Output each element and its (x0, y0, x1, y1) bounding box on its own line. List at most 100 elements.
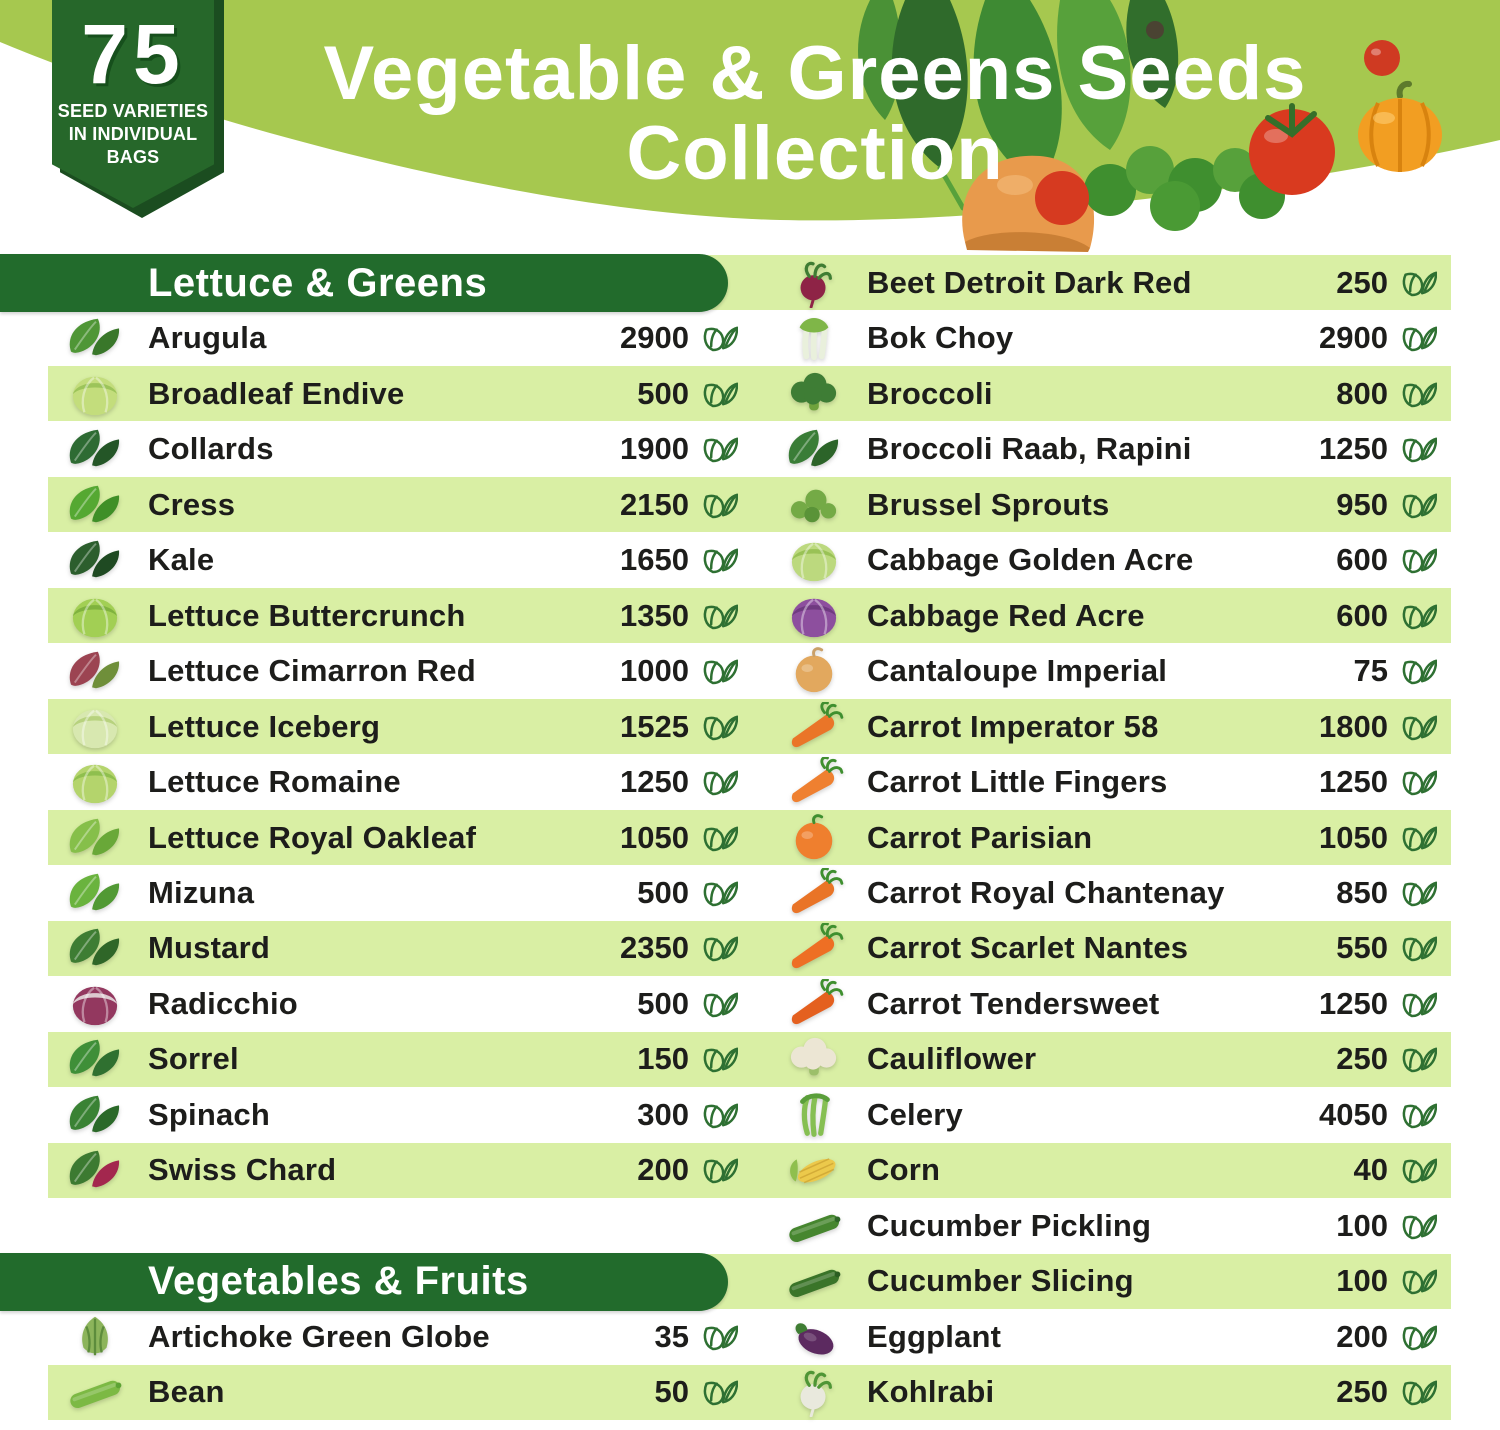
seed-count-icon (701, 931, 738, 965)
list-item: Celery 4050 (765, 1087, 1451, 1142)
seed-count-icon (701, 654, 738, 688)
list-item: Cantaloupe Imperial 75 (765, 643, 1451, 698)
item-name: Radicchio (148, 985, 298, 1021)
item-name: Carrot Imperator 58 (867, 708, 1159, 744)
list-item: Lettuce Cimarron Red 1000 (0, 643, 746, 698)
item-count: 1350 (620, 597, 689, 633)
table-row: Lettuce Iceberg 1525 Carrot Imperator 58 18… (0, 698, 1500, 755)
item-count: 2350 (620, 930, 689, 966)
table-row: Kale 1650 Cabbage Golden Acre 600 (0, 532, 1500, 587)
badge-caption: SEED VARIETIES IN INDIVIDUAL BAGS (58, 100, 209, 169)
item-count: 1800 (1319, 708, 1388, 744)
item-name: Artichoke Green Globe (148, 1318, 490, 1354)
item-count: 1050 (620, 819, 689, 855)
seed-count-icon (701, 543, 738, 577)
rows-layer: Lettuce & Greens Beet Detroit Dark Red 250… (0, 254, 1500, 1425)
seed-count-icon (1400, 599, 1437, 633)
item-count: 250 (1336, 264, 1388, 300)
item-count: 75 (1353, 653, 1388, 689)
seed-count-icon (701, 1320, 738, 1354)
page-title-line1: Vegetable & Greens Seeds (323, 31, 1307, 116)
item-name: Mustard (148, 930, 270, 966)
seed-count-icon (1400, 543, 1437, 577)
item-count: 1050 (1319, 819, 1388, 855)
list-item: Brussel Sprouts 950 (765, 477, 1451, 532)
table-row: Lettuce Royal Oakleaf 1050 Carrot Parisian… (0, 809, 1500, 866)
item-name: Cress (148, 486, 236, 522)
list-item: Cauliflower 250 (765, 1032, 1451, 1087)
list-item: Arugula 2900 (0, 310, 746, 365)
table-row: Sorrel 150 Cauliflower 250 (0, 1031, 1500, 1088)
list-item: Kohlrabi 250 (765, 1365, 1451, 1420)
broccoli-icon (775, 369, 853, 419)
list-item: Mustard 2350 (0, 921, 746, 976)
seed-count-icon (1400, 1153, 1437, 1187)
item-count: 100 (1336, 1263, 1388, 1299)
mustard-icon (56, 923, 134, 973)
bok-choy-icon (775, 313, 853, 363)
table-row: Radicchio 500 Carrot Tendersweet 1250 (0, 976, 1500, 1031)
page-title-line2: Collection (626, 111, 1004, 196)
item-count: 1250 (620, 764, 689, 800)
tomato-decor-icon (1035, 103, 1335, 225)
seed-count-icon (1400, 432, 1437, 466)
carrot-icon (775, 868, 853, 918)
item-count: 1250 (1319, 985, 1388, 1021)
broadleaf-endive-icon (56, 369, 134, 419)
list-item: Collards 1900 (0, 421, 746, 476)
seed-count-icon (701, 1375, 738, 1409)
seed-count-icon (1400, 1320, 1437, 1354)
row-stripe (48, 587, 1451, 644)
row-stripe (48, 1142, 1451, 1199)
section-header-bar: Lettuce & Greens (0, 254, 728, 312)
item-name: Lettuce Buttercrunch (148, 597, 466, 633)
list-item: Beet Detroit Dark Red 250 (765, 255, 1451, 310)
item-name: Carrot Scarlet Nantes (867, 930, 1189, 966)
table-row: Vegetables & Fruits Cucumber Slicing 100 (0, 1252, 1500, 1311)
item-name: Broadleaf Endive (148, 375, 405, 411)
seed-count-icon (701, 987, 738, 1021)
seed-count-icon (701, 321, 738, 355)
table-row: Cucumber Pickling 100 (0, 1198, 1500, 1253)
row-stripe (48, 809, 1451, 866)
item-name: Broccoli Raab, Rapini (867, 431, 1192, 467)
list-item: Carrot Tendersweet 1250 (765, 976, 1451, 1031)
list-item: Swiss Chard 200 (0, 1143, 746, 1198)
list-item: Artichoke Green Globe 35 (0, 1309, 746, 1364)
item-count: 1250 (1319, 431, 1388, 467)
cabbage-golden-acre-icon (775, 535, 853, 585)
row-stripe (48, 698, 1451, 755)
item-name: Carrot Tendersweet (867, 985, 1160, 1021)
item-count: 2900 (620, 320, 689, 356)
item-name: Carrot Little Fingers (867, 764, 1168, 800)
list-item: Carrot Royal Chantenay 850 (765, 865, 1451, 920)
item-name: Beet Detroit Dark Red (867, 264, 1192, 300)
artichoke-icon (56, 1312, 134, 1362)
item-name: Celery (867, 1096, 963, 1132)
mizuna-icon (56, 868, 134, 918)
item-name: Carrot Royal Chantenay (867, 875, 1225, 910)
item-count: 250 (1336, 1041, 1388, 1077)
table-row: Bean 50 Kohlrabi 250 (0, 1364, 1500, 1421)
arugula-icon (56, 313, 134, 363)
lettuce-cimarron-red-icon (56, 646, 134, 696)
item-name: Brussel Sprouts (867, 486, 1110, 522)
seed-count-icon (1400, 1098, 1437, 1132)
item-name: Swiss Chard (148, 1152, 337, 1188)
list-item: Cucumber Pickling 100 (765, 1198, 1451, 1253)
list-item: Carrot Imperator 58 1800 (765, 699, 1451, 754)
item-count: 300 (637, 1096, 689, 1132)
seed-varieties-badge: 75 SEED VARIETIES IN INDIVIDUAL BAGS (52, 0, 214, 208)
seed-count-icon (1400, 765, 1437, 799)
item-count: 150 (637, 1041, 689, 1077)
list-item: Bok Choy 2900 (765, 310, 1451, 365)
list-item: Eggplant 200 (765, 1309, 1451, 1364)
list-item: Mizuna 500 (0, 865, 746, 920)
seed-count-icon (1400, 654, 1437, 688)
badge-caption-line3: BAGS (106, 147, 160, 167)
item-count: 2900 (1319, 320, 1388, 356)
item-name: Cauliflower (867, 1041, 1037, 1077)
table-row: Mizuna 500 Carrot Royal Chantenay 850 (0, 865, 1500, 920)
cabbage-red-acre-icon (775, 591, 853, 641)
item-name: Collards (148, 431, 274, 467)
